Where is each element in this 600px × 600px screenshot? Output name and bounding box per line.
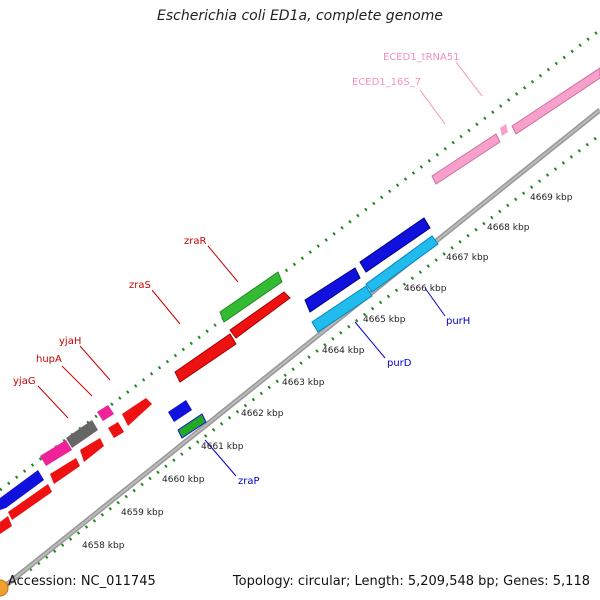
accession-text: Accession: NC_011745 — [8, 574, 156, 589]
gene-blue-a[interactable] — [304, 267, 361, 313]
gene-red-d[interactable] — [50, 458, 80, 484]
logo-icon — [0, 579, 9, 597]
gene-red-f[interactable] — [0, 516, 12, 534]
gene-zraS-b[interactable] — [174, 333, 237, 383]
genome-backbone — [0, 108, 600, 592]
genome-summary: Topology: circular; Length: 5,209,548 bp… — [232, 574, 590, 589]
tick-label: 4668 kbp — [487, 223, 530, 233]
gene-trna51[interactable] — [511, 67, 600, 135]
tick-label: 4663 kbp — [282, 378, 325, 388]
gene-label[interactable]: zraP — [238, 476, 260, 487]
gc-track-inner — [29, 133, 600, 572]
gene-zraP-green[interactable] — [177, 413, 207, 439]
gene-zraS-a[interactable] — [229, 291, 291, 339]
tick-label: 4667 kbp — [446, 253, 489, 263]
tick-label: 4664 kbp — [322, 346, 365, 356]
label-leaders — [37, 61, 483, 477]
gene-label[interactable]: ECED1_16S_7 — [352, 77, 421, 88]
gene-label-group: ECED1_tRNA51 ECED1_16S_7 zraR zraS yjaH … — [13, 52, 470, 487]
gene-label[interactable]: hupA — [36, 354, 62, 365]
gene-purD[interactable] — [311, 285, 373, 333]
gene-label[interactable]: yjaG — [13, 376, 36, 387]
gene-red-e[interactable] — [8, 484, 52, 520]
tick-label: 4665 kbp — [363, 315, 406, 325]
gene-16s-rrna[interactable] — [431, 133, 501, 185]
gene-pink-small[interactable] — [500, 124, 508, 136]
axis-tick-labels: 4658 kbp 4659 kbp 4660 kbp 4661 kbp 4662… — [82, 193, 573, 551]
reverse-genes — [168, 235, 439, 439]
gene-label[interactable]: purH — [446, 316, 470, 327]
gene-blue-left[interactable] — [0, 470, 44, 510]
gene-red-c[interactable] — [80, 438, 104, 462]
tick-label: 4660 kbp — [162, 475, 205, 485]
gene-purH[interactable] — [365, 235, 439, 293]
gene-zraP-blue[interactable] — [168, 400, 192, 422]
tick-label: 4661 kbp — [201, 442, 244, 452]
gene-gray[interactable] — [66, 420, 98, 448]
gene-label[interactable]: zraR — [184, 236, 206, 247]
tick-label: 4666 kbp — [404, 284, 447, 294]
gc-track-outer — [0, 28, 600, 492]
forward-genes — [0, 67, 600, 534]
map-title: Escherichia coli ED1a, complete genome — [157, 8, 443, 24]
tick-label: 4669 kbp — [530, 193, 573, 203]
gene-label[interactable]: purD — [387, 358, 412, 369]
gene-zraR[interactable] — [219, 271, 283, 323]
tick-label: 4662 kbp — [241, 409, 284, 419]
gene-label[interactable]: ECED1_tRNA51 — [383, 52, 460, 63]
gene-red-small-a[interactable] — [108, 422, 124, 438]
tick-label: 4659 kbp — [121, 508, 164, 518]
tick-label: 4658 kbp — [82, 541, 125, 551]
gene-red-small-b[interactable] — [122, 398, 152, 426]
gene-blue-b[interactable] — [359, 217, 431, 273]
gene-hupA[interactable] — [40, 440, 72, 466]
gene-label[interactable]: yjaH — [59, 336, 81, 347]
gene-yjaH[interactable] — [97, 405, 114, 421]
gene-label[interactable]: zraS — [129, 280, 151, 291]
